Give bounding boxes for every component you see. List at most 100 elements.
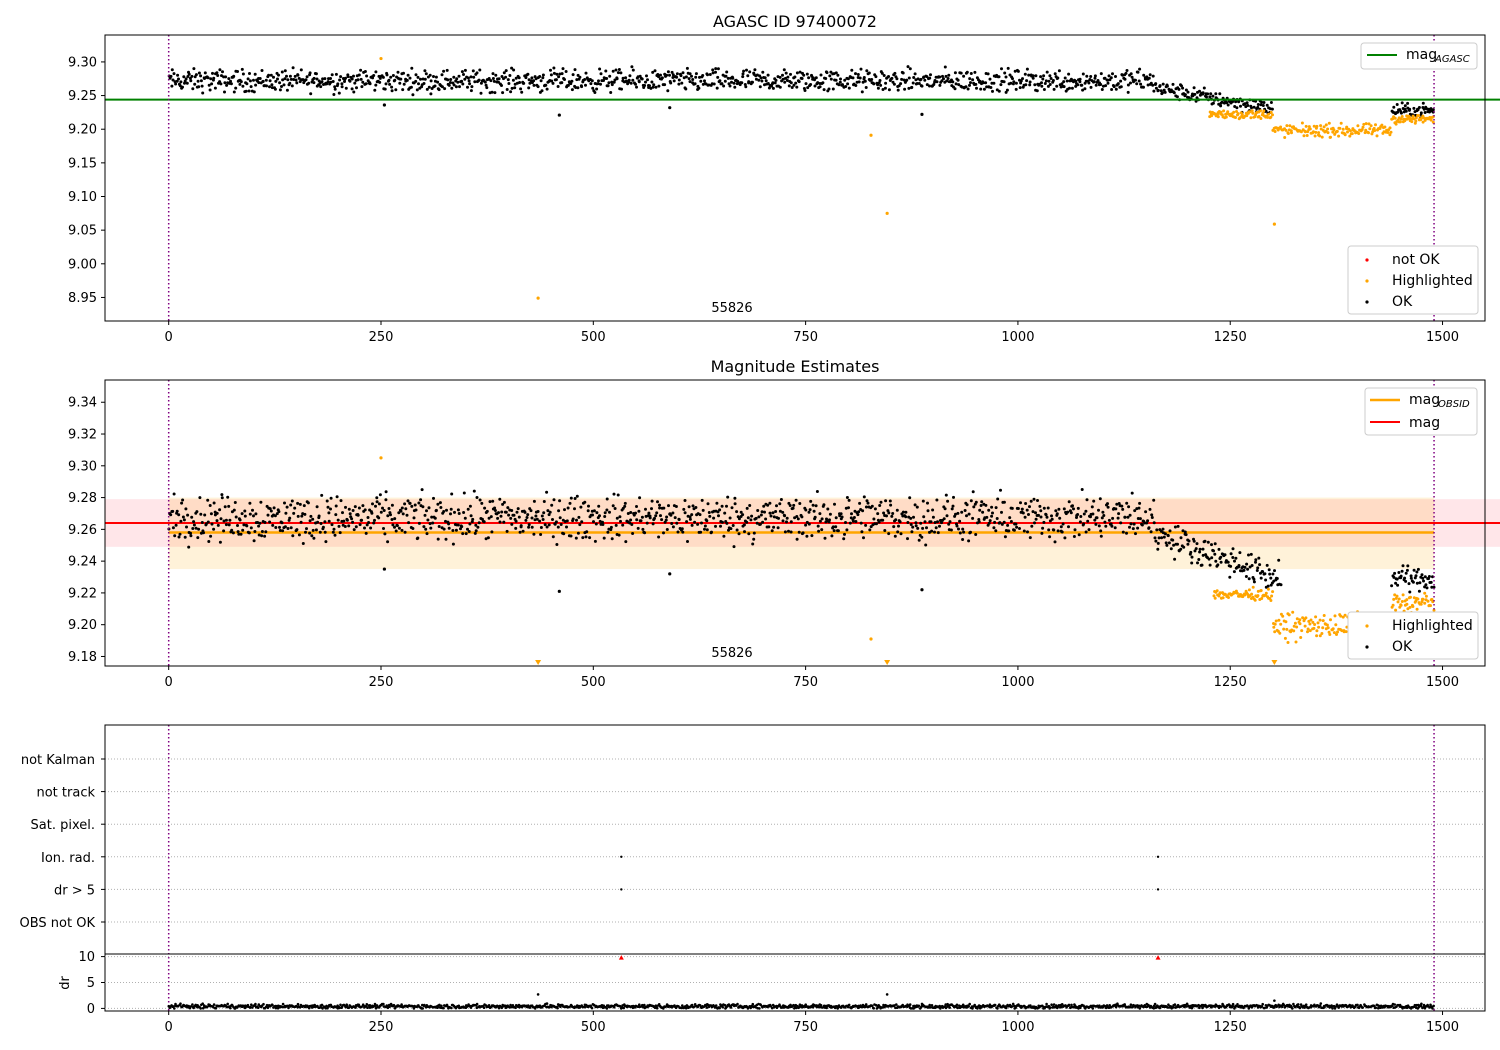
data-point-ok — [595, 511, 599, 515]
dr-point — [1057, 1004, 1061, 1007]
data-point-ok — [231, 531, 235, 535]
data-point-ok — [442, 527, 446, 531]
dr-point — [274, 1006, 278, 1010]
data-point-ok — [781, 77, 785, 81]
data-point-ok — [1208, 563, 1212, 567]
data-point-ok — [637, 80, 641, 84]
data-point-ok — [414, 79, 418, 83]
data-point-ok — [1254, 560, 1257, 564]
data-point-ok — [701, 508, 705, 512]
data-point-ok — [864, 523, 868, 527]
annotation-label: 55826 — [711, 301, 752, 316]
data-point-ok — [356, 78, 360, 82]
data-point-ok — [1211, 101, 1215, 105]
x-tick-label: 0 — [165, 1020, 173, 1035]
data-point-ok — [1109, 76, 1113, 80]
data-point-ok — [370, 511, 374, 515]
data-point-ok — [708, 73, 712, 76]
data-point-ok — [991, 89, 994, 93]
data-point-ok — [865, 499, 869, 503]
data-point-ok — [1126, 83, 1130, 87]
data-point-ok — [1258, 563, 1262, 567]
data-point-ok — [795, 515, 799, 518]
data-point-ok — [1246, 567, 1250, 571]
legend-label: mag — [1409, 415, 1440, 431]
data-point-highlighted — [1388, 133, 1392, 137]
data-point-ok — [648, 84, 651, 88]
data-point-ok — [612, 80, 616, 84]
data-point-highlighted — [1396, 600, 1400, 604]
data-point-ok — [556, 525, 560, 529]
data-point-ok — [872, 82, 876, 86]
data-point-ok — [1010, 506, 1014, 510]
data-point-highlighted — [1235, 591, 1239, 595]
data-point-ok — [1005, 88, 1009, 92]
dr-point — [729, 1006, 733, 1009]
data-point-ok — [659, 73, 662, 77]
data-point-ok — [187, 545, 191, 549]
data-point-highlighted — [1295, 625, 1299, 629]
data-point-ok — [1089, 515, 1092, 519]
data-point-ok — [657, 535, 661, 539]
data-point-ok — [921, 526, 925, 530]
data-point-ok — [547, 513, 551, 517]
data-point-ok — [228, 518, 232, 522]
data-point-highlighted — [1212, 594, 1216, 598]
data-point-ok — [172, 492, 176, 496]
data-point-ok — [1092, 80, 1096, 84]
data-point-ok — [504, 75, 508, 79]
data-point-ok — [750, 514, 754, 518]
data-point-ok — [1422, 107, 1426, 111]
data-point-highlighted — [1311, 130, 1315, 134]
data-point-ok — [329, 496, 333, 500]
data-point-ok — [1183, 93, 1187, 97]
data-point-ok — [197, 527, 201, 531]
data-point-ok — [280, 521, 284, 525]
data-point-ok — [942, 77, 945, 81]
dr-point — [1152, 1007, 1156, 1010]
data-point-ok — [1089, 85, 1093, 89]
data-point-ok — [518, 81, 522, 84]
data-point-ok — [320, 80, 324, 84]
data-point-ok — [843, 532, 846, 536]
data-point-highlighted — [1333, 614, 1337, 618]
data-point-ok — [430, 515, 434, 519]
data-point-ok — [975, 86, 978, 90]
data-point-ok — [1418, 581, 1422, 585]
data-point-ok — [575, 518, 578, 522]
data-point-ok — [1012, 80, 1016, 84]
data-point-ok — [206, 520, 210, 524]
dr-point — [1129, 1003, 1133, 1006]
data-point-ok — [466, 507, 470, 511]
dr-point — [1331, 1007, 1334, 1010]
data-point-ok — [447, 83, 451, 87]
data-point-highlighted — [1375, 134, 1379, 138]
data-point-ok — [1264, 109, 1268, 113]
data-point-ok — [1056, 76, 1060, 80]
data-point-ok — [1053, 540, 1057, 544]
data-point-ok — [358, 523, 362, 527]
data-point-highlighted — [1320, 632, 1324, 635]
data-point-ok — [489, 515, 493, 519]
x-tick-label: 1250 — [1214, 330, 1247, 345]
data-point-ok — [190, 515, 194, 519]
data-point-ok — [251, 508, 254, 512]
data-point-ok — [332, 527, 336, 531]
data-point-ok — [447, 522, 451, 526]
data-point-ok — [501, 91, 505, 95]
data-point-ok — [757, 515, 761, 519]
data-point-ok — [429, 79, 433, 83]
data-point-ok — [1233, 559, 1236, 563]
data-point-ok — [1403, 104, 1407, 108]
data-point-ok — [1172, 543, 1176, 547]
dr-point — [1318, 1004, 1322, 1007]
data-point-ok — [915, 82, 919, 85]
data-point-ok — [795, 71, 799, 75]
data-point-highlighted — [1217, 594, 1221, 598]
dr-point — [423, 1003, 426, 1007]
data-point-ok — [1156, 547, 1160, 551]
data-point-ok — [534, 514, 538, 518]
data-point-ok — [890, 514, 894, 518]
data-point-ok — [1176, 524, 1180, 528]
